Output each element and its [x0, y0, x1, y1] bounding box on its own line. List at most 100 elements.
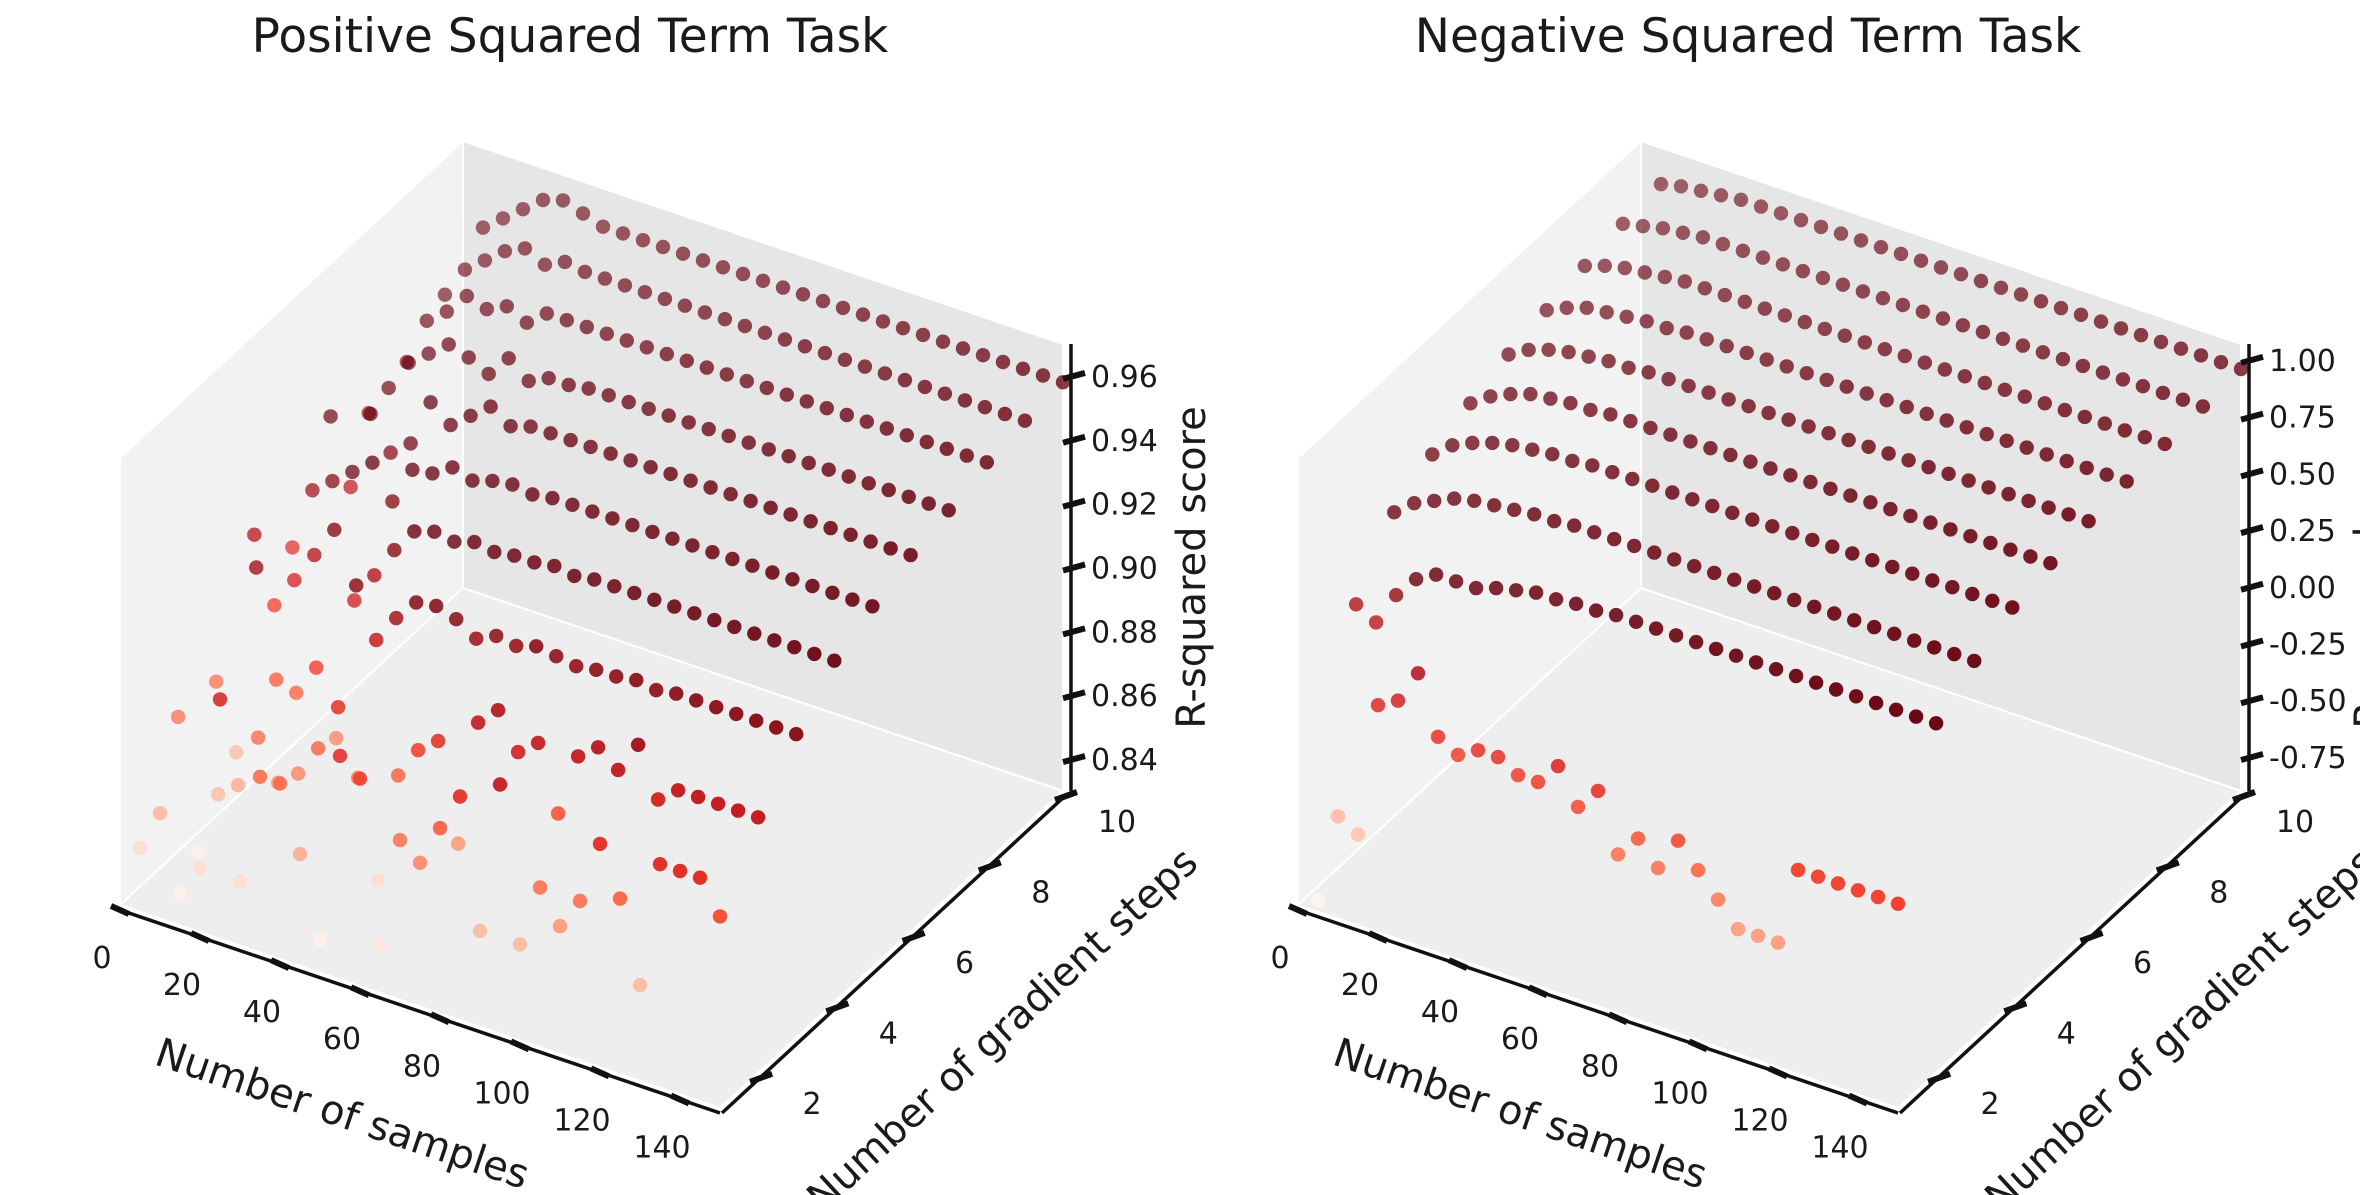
data-point	[672, 863, 688, 879]
z-tick	[2240, 410, 2264, 423]
data-point	[1728, 648, 1744, 663]
z-axis-label: R-squared score	[2347, 406, 2360, 728]
data-point	[285, 540, 300, 555]
data-point	[821, 462, 836, 477]
data-point	[1505, 438, 1520, 453]
data-point	[1645, 478, 1660, 493]
data-point	[1687, 559, 1702, 574]
data-point	[2057, 402, 2072, 418]
data-point	[1035, 368, 1051, 383]
z-tick-label: 0.50	[2269, 457, 2336, 492]
z-tick	[1062, 497, 1086, 510]
data-point	[1777, 308, 1792, 323]
x-tick	[349, 984, 371, 998]
data-point	[659, 346, 674, 362]
data-point	[537, 257, 553, 272]
data-point	[1663, 427, 1678, 442]
x-tick	[1767, 1065, 1789, 1080]
data-point	[459, 288, 474, 304]
data-point	[975, 348, 991, 363]
data-point	[1570, 799, 1586, 815]
data-point	[663, 466, 678, 482]
data-point	[1741, 399, 1756, 414]
data-point	[621, 394, 636, 410]
y-tick	[2003, 1000, 2028, 1015]
data-point	[935, 334, 951, 349]
data-point	[1677, 274, 1692, 289]
data-point	[865, 599, 880, 614]
data-point	[1745, 512, 1760, 527]
y-tick	[749, 1070, 774, 1085]
data-point	[683, 473, 698, 488]
data-point	[1387, 505, 1402, 520]
data-point	[1767, 586, 1782, 601]
data-point	[1939, 413, 1954, 428]
y-tick-label: 4	[2057, 1016, 2076, 1051]
data-point	[1757, 301, 1772, 316]
data-point	[1825, 539, 1840, 554]
data-point	[172, 886, 188, 901]
data-point	[572, 893, 588, 909]
data-point	[863, 534, 878, 549]
y-tick	[1927, 1070, 1952, 1085]
data-point	[1863, 495, 1878, 510]
data-point	[1703, 441, 1718, 456]
data-point	[1470, 743, 1486, 758]
data-point	[389, 610, 404, 626]
data-point	[2195, 399, 2211, 414]
data-point	[527, 555, 542, 570]
data-point	[1937, 362, 1952, 377]
data-point	[152, 806, 168, 821]
data-point	[289, 685, 304, 700]
data-point	[1599, 305, 1614, 320]
z-tick-label: 0.96	[1091, 360, 1158, 395]
data-point	[1975, 324, 1991, 340]
y-tick	[1053, 789, 1079, 803]
data-point	[330, 700, 346, 715]
data-point	[132, 840, 148, 856]
data-point	[617, 278, 633, 293]
data-point	[605, 511, 620, 526]
data-point	[759, 380, 774, 396]
data-point	[267, 598, 282, 613]
data-point	[705, 545, 720, 560]
data-point	[877, 366, 893, 381]
data-point	[1943, 522, 1958, 537]
data-point	[845, 592, 860, 607]
data-point	[347, 593, 362, 608]
data-point	[1528, 585, 1544, 600]
data-point	[1521, 342, 1536, 358]
data-point	[1807, 599, 1822, 614]
data-point	[1695, 230, 1711, 245]
data-point	[405, 462, 420, 477]
data-point	[190, 844, 206, 859]
data-point	[1545, 447, 1560, 462]
y-tick-label: 2	[803, 1087, 822, 1122]
data-point	[1905, 566, 1920, 581]
data-point	[1813, 219, 1829, 235]
data-point	[755, 273, 771, 288]
data-point	[1917, 355, 1932, 370]
data-point	[1581, 349, 1596, 364]
data-point	[1330, 809, 1346, 824]
data-point	[1679, 325, 1694, 340]
data-point	[841, 469, 856, 484]
data-point	[995, 354, 1011, 370]
data-point	[1787, 592, 1802, 608]
data-point	[739, 373, 754, 389]
data-point	[1390, 693, 1406, 708]
data-point	[1963, 529, 1978, 544]
x-tick	[429, 1011, 451, 1026]
data-point	[941, 503, 956, 518]
data-point	[365, 455, 380, 470]
data-point	[2075, 358, 2091, 374]
data-point	[2073, 307, 2089, 322]
data-point	[761, 442, 776, 457]
data-point	[1713, 188, 1729, 203]
data-point	[489, 628, 504, 644]
data-point	[719, 367, 734, 382]
data-point	[1995, 331, 2011, 346]
data-point	[843, 527, 858, 542]
data-point	[485, 473, 500, 489]
data-point	[501, 351, 516, 366]
